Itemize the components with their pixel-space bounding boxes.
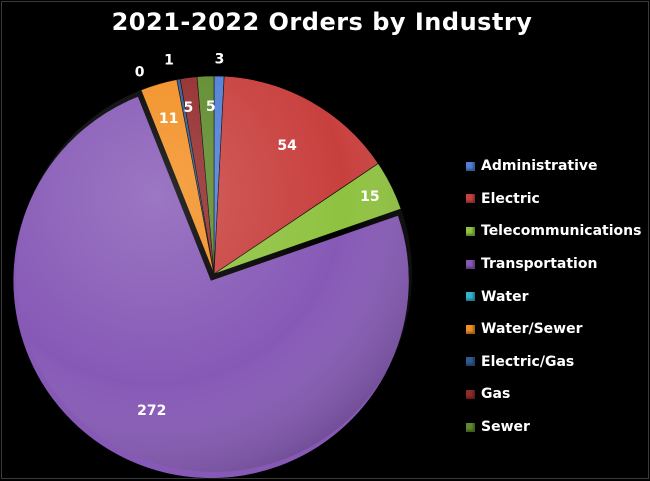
legend-swatch — [466, 422, 475, 432]
legend-label: Electric/Gas — [481, 353, 575, 370]
legend-swatch — [466, 161, 475, 171]
legend-item-water: Water — [466, 280, 641, 313]
legend-label: Telecommunications — [481, 223, 642, 240]
legend-swatch — [466, 292, 475, 302]
legend-item-electric: Electric — [466, 183, 641, 216]
data-label-sewer: 5 — [206, 99, 216, 115]
data-label-electric: 54 — [277, 138, 297, 154]
legend-swatch — [466, 324, 475, 334]
legend-label: Administrative — [481, 158, 598, 175]
legend-label: Gas — [481, 386, 511, 403]
legend-swatch — [466, 259, 475, 269]
legend-item-electric-gas: Electric/Gas — [466, 346, 641, 379]
data-label-transportation: 272 — [137, 403, 166, 419]
pie-slices — [12, 75, 410, 479]
legend-item-gas: Gas — [466, 378, 641, 411]
legend: Administrative Electric Telecommunications… — [466, 150, 641, 443]
legend-item-water-sewer: Water/Sewer — [466, 313, 641, 346]
data-label-gas: 5 — [184, 100, 194, 116]
data-label-telecommunications: 15 — [360, 189, 379, 205]
legend-label: Electric — [481, 190, 540, 207]
data-label-administrative: 3 — [215, 51, 225, 67]
legend-swatch — [466, 226, 475, 236]
legend-label: Sewer — [481, 419, 530, 436]
chart-title: 2021-2022 Orders by Industry — [111, 8, 533, 36]
data-label-electric-gas: 1 — [164, 53, 174, 69]
legend-swatch — [466, 389, 475, 399]
legend-label: Transportation — [481, 256, 598, 273]
legend-item-sewer: Sewer — [466, 411, 641, 444]
legend-item-transportation: Transportation — [466, 248, 641, 281]
legend-swatch — [466, 357, 475, 367]
legend-swatch — [466, 194, 475, 204]
data-label-water: 0 — [135, 65, 145, 81]
legend-label: Water/Sewer — [481, 321, 583, 338]
legend-label: Water — [481, 288, 529, 305]
legend-item-telecommunications: Telecommunications — [466, 215, 641, 248]
data-label-water-sewer: 11 — [159, 111, 178, 127]
legend-item-administrative: Administrative — [466, 150, 641, 183]
